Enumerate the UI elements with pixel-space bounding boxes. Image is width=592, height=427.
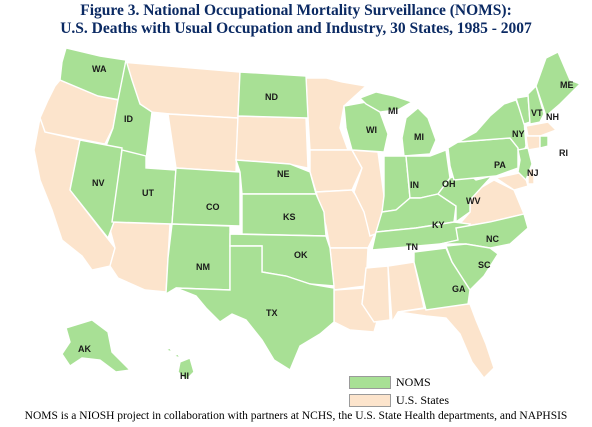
legend-us-states: U.S. States [349,391,449,409]
state-new-jersey [517,147,533,182]
legend-noms-swatch [349,375,391,389]
label-in: IN [410,180,419,190]
label-mi-upper: MI [388,106,398,116]
label-ok: OK [294,250,308,260]
state-florida [397,303,495,380]
map-legend: NOMS U.S. States [349,373,449,409]
label-tn: TN [406,242,418,252]
legend-us-label: U.S. States [396,392,450,407]
state-hawaii [164,347,195,381]
state-maine [535,51,582,118]
label-nm: NM [196,262,210,272]
state-north-carolina [439,213,529,249]
legend-noms: NOMS [349,373,449,391]
state-maryland [494,171,529,191]
label-nh: NH [546,112,559,122]
legend-noms-label: NOMS [396,374,431,389]
state-alaska [61,319,132,373]
state-new-hampshire [527,84,545,125]
state-washington [59,47,127,101]
label-nc: NC [486,234,499,244]
label-sc: SC [478,260,491,270]
state-minnesota [305,77,368,151]
label-tx: TX [266,308,278,318]
state-arizona [107,221,171,293]
label-ny: NY [512,129,525,139]
state-colorado [171,167,241,227]
state-utah [111,149,177,225]
state-rhode-island [539,135,549,149]
state-nevada [69,139,123,240]
label-ne: NE [277,169,290,179]
label-mi: MI [414,132,424,142]
state-kansas [241,193,327,237]
footnote: NOMS is a NIOSH project in collaboration… [24,410,568,422]
label-id: ID [124,114,134,124]
legend-us-swatch [349,393,391,407]
label-me: ME [560,80,574,90]
label-nv: NV [92,178,105,188]
state-north-dakota [237,71,309,119]
state-arkansas [329,247,369,291]
state-michigan-lower [401,107,437,157]
label-pa: PA [494,160,506,170]
title-line-1: Figure 3. National Occupational Mortalit… [80,2,512,19]
label-nd: ND [265,92,278,102]
state-pennsylvania [447,137,519,181]
label-wa: WA [92,64,107,74]
noms-states-layer [59,47,582,381]
label-hi: HI [180,371,189,381]
state-texas [175,245,335,372]
label-wv: WV [466,196,481,206]
label-nj: NJ [527,168,539,178]
title-line-2: U.S. Deaths with Usual Occupation and In… [60,20,532,37]
label-wi: WI [366,125,377,135]
us-states-layer [33,61,558,380]
label-ky: KY [432,220,445,230]
label-ga: GA [452,284,466,294]
label-ri: RI [559,148,568,158]
label-ut: UT [142,188,154,198]
label-co: CO [206,202,220,212]
state-georgia [413,247,471,311]
label-vt: VT [531,108,543,118]
label-oh: OH [442,179,456,189]
us-map: WA ID NV UT CO NM ND NE KS OK TX WI MI M… [33,47,582,381]
state-wyoming [167,113,239,173]
state-michigan-upper [358,91,414,113]
label-ks: KS [283,212,296,222]
state-labels: WA ID NV UT CO NM ND NE KS OK TX WI MI M… [78,64,574,381]
label-ak: AK [78,344,91,354]
state-illinois [350,149,385,237]
figure-title: Figure 3. National Occupational Mortalit… [0,2,592,38]
state-iowa [309,149,363,193]
state-new-mexico [165,223,231,296]
state-massachusetts [525,121,558,137]
